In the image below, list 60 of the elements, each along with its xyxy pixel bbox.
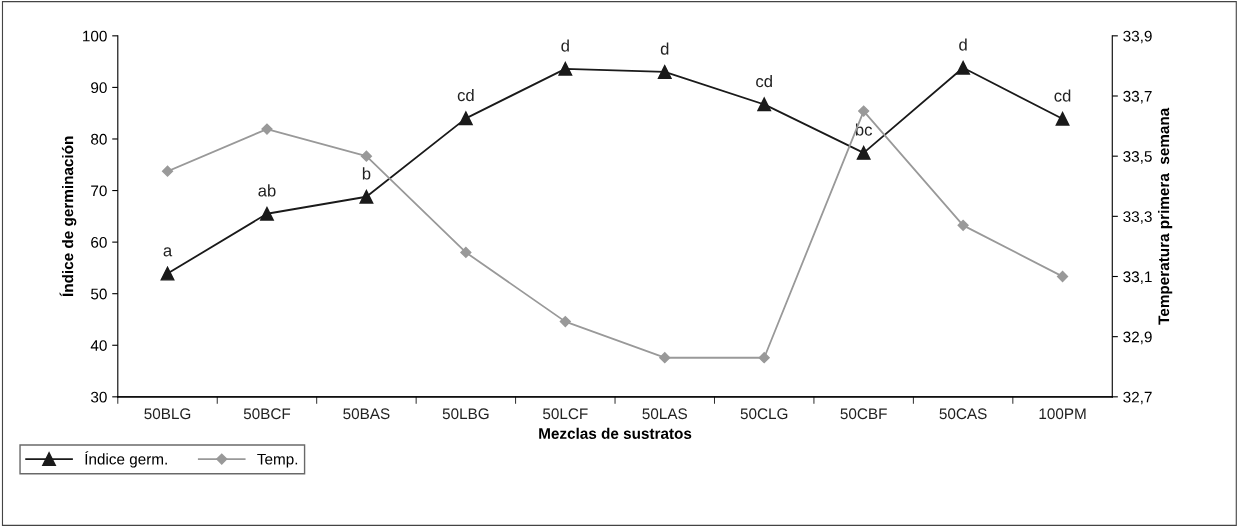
point — [161, 165, 174, 177]
legend-label: Índice germ. — [85, 451, 167, 468]
y2-tick-label: 33,5 — [1123, 151, 1152, 164]
y2-tick-label: 33,3 — [1123, 211, 1152, 224]
point — [659, 352, 671, 364]
point — [559, 316, 571, 328]
annotation: cd — [756, 75, 772, 88]
annotation: cd — [457, 88, 474, 102]
x-tick-label: 50BAS — [343, 408, 390, 420]
y2-tick-label: 33,7 — [1123, 90, 1152, 104]
y-axis-title: Índice de germinación — [59, 136, 77, 297]
y-tick-label: 60 — [91, 236, 107, 248]
x-tick-label: 50LCF — [543, 408, 588, 420]
y-tick-label: 30 — [90, 391, 107, 403]
point — [757, 97, 772, 112]
y-tick-label: 90 — [91, 82, 107, 94]
point — [558, 61, 573, 76]
point — [359, 189, 374, 204]
point — [160, 266, 175, 281]
point — [858, 105, 870, 117]
x-tick-label: 50CAS — [939, 408, 987, 420]
x-tick-label: 50BCF — [243, 408, 291, 420]
point — [657, 64, 672, 79]
y2-axis-title: Temperatura primera semana — [1157, 107, 1173, 325]
x-tick-label: 50CLG — [740, 408, 788, 420]
point — [956, 60, 971, 75]
x-axis-title: Mezclas de sustratos — [539, 427, 692, 439]
point — [458, 111, 473, 126]
point — [1055, 111, 1070, 126]
x-tick-label: 50CBF — [840, 408, 887, 420]
y2-tick-label: 32,7 — [1123, 391, 1152, 405]
annotation: cd — [1054, 89, 1071, 102]
y-tick-label: 70 — [91, 185, 107, 197]
annotation: d — [959, 38, 967, 51]
point — [460, 246, 472, 259]
x-tick-label: 100PM — [1039, 408, 1086, 420]
y-tick-label: 50 — [91, 288, 107, 300]
legend-label: Temp. — [257, 453, 298, 468]
point — [1056, 270, 1069, 283]
annotation: a — [163, 247, 173, 257]
y2-tick-label: 32,9 — [1123, 331, 1152, 345]
y-tick-label: 80 — [91, 133, 107, 145]
annotation: d — [561, 39, 569, 52]
annotation: bc — [855, 123, 873, 136]
x-tick-label: 50LAS — [642, 408, 687, 420]
point — [856, 145, 871, 160]
point — [261, 123, 273, 135]
x-tick-label: 50BLG — [144, 408, 191, 420]
y2-tick-label: 33,1 — [1123, 271, 1152, 284]
y-tick-label: 100 — [83, 30, 107, 42]
y2-tick-label: 33,9 — [1123, 30, 1152, 44]
y-tick-label: 40 — [90, 340, 107, 351]
point — [360, 150, 373, 162]
annotation: ab — [258, 184, 276, 197]
point — [260, 206, 274, 221]
annotation: d — [660, 42, 669, 55]
point — [758, 352, 770, 364]
annotation: b — [362, 167, 371, 180]
x-tick-label: 50LBG — [442, 408, 489, 420]
point — [957, 219, 969, 231]
